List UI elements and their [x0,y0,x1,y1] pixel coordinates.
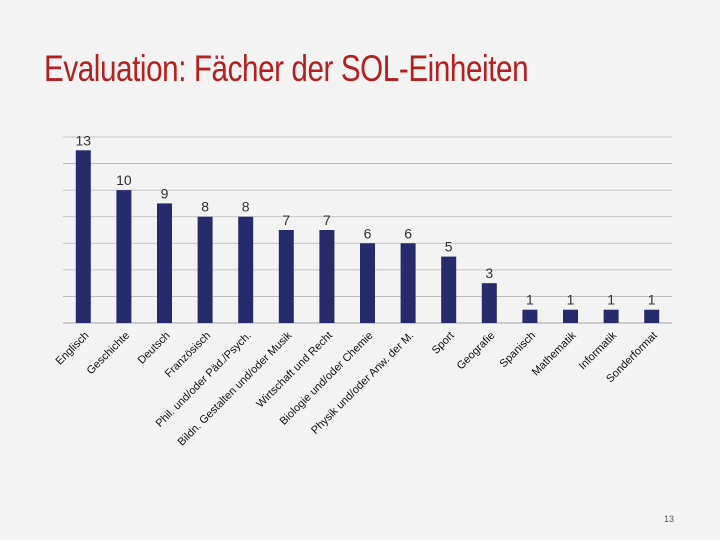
data-label: 1 [648,292,656,308]
category-label: Spanisch [498,330,538,370]
data-label: 5 [445,239,453,255]
category-label: Sport [430,330,457,357]
data-label: 7 [323,212,331,228]
category-label: Geschichte [85,330,132,377]
category-label: Englisch [54,330,92,368]
data-label: 9 [161,185,169,201]
category-label: Mathematik [530,329,579,378]
bar [400,243,416,323]
bar [75,150,91,323]
data-label: 6 [404,225,412,241]
data-label: 7 [282,212,290,228]
bar [522,309,538,323]
category-label: Wirtschaft und Recht [254,330,335,411]
data-label: 8 [242,199,250,215]
bar [563,309,578,323]
chart-value-labels: 13 10 9 8 8 7 7 6 6 5 3 1 1 1 1 [76,132,656,307]
bar [360,243,375,323]
category-label: Deutsch [136,330,173,367]
data-label: 8 [201,199,209,215]
bar [603,309,619,323]
bar [197,216,213,323]
bar [644,309,660,323]
category-label: Geografie [455,330,498,373]
slide-title: Evaluation: Fächer der SOL-Einheiten [44,48,529,89]
bar [481,283,497,323]
bar [278,230,294,323]
bar [157,203,172,323]
bar [116,190,132,323]
data-label: 6 [364,225,372,241]
bar [238,216,254,323]
data-label: 10 [116,172,132,188]
chart-bars [75,150,660,323]
data-label: 3 [485,265,493,281]
data-label: 1 [607,292,615,308]
category-label: Informatik [577,329,620,372]
data-label: 1 [567,292,575,308]
slide-number: 13 [664,514,675,524]
bar [319,230,335,323]
data-label: 13 [76,132,92,148]
bar [441,256,457,323]
data-label: 1 [526,292,534,308]
